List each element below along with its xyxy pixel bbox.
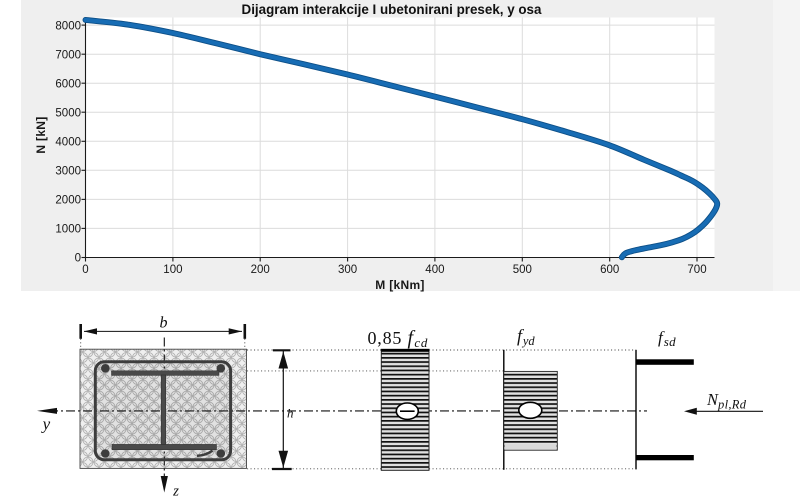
svg-text:N [kN]: N [kN]	[34, 116, 48, 153]
svg-text:0,85 fcd: 0,85 fcd	[368, 327, 429, 350]
svg-text:0: 0	[75, 253, 81, 265]
svg-text:400: 400	[425, 264, 444, 276]
svg-text:b: b	[160, 315, 168, 332]
svg-text:z: z	[172, 484, 179, 499]
svg-text:8000: 8000	[55, 20, 81, 32]
svg-text:M [kNm]: M [kNm]	[375, 278, 424, 292]
svg-text:2000: 2000	[55, 195, 81, 207]
svg-text:0: 0	[82, 264, 88, 276]
svg-text:6000: 6000	[55, 78, 81, 90]
svg-text:5000: 5000	[55, 108, 81, 120]
svg-text:200: 200	[251, 264, 270, 276]
svg-text:4000: 4000	[55, 137, 81, 149]
svg-text:Dijagram interakcije I ubetoni: Dijagram interakcije I ubetonirani prese…	[242, 2, 542, 17]
svg-text:h: h	[287, 405, 294, 420]
svg-text:7000: 7000	[55, 49, 81, 61]
svg-text:300: 300	[338, 264, 357, 276]
svg-text:y: y	[41, 415, 51, 434]
svg-text:100: 100	[163, 264, 182, 276]
svg-text:600: 600	[600, 264, 619, 276]
svg-text:1000: 1000	[55, 224, 81, 236]
svg-text:500: 500	[513, 264, 532, 276]
svg-text:fsd: fsd	[658, 328, 676, 349]
svg-text:700: 700	[687, 264, 706, 276]
svg-text:3000: 3000	[55, 166, 81, 178]
